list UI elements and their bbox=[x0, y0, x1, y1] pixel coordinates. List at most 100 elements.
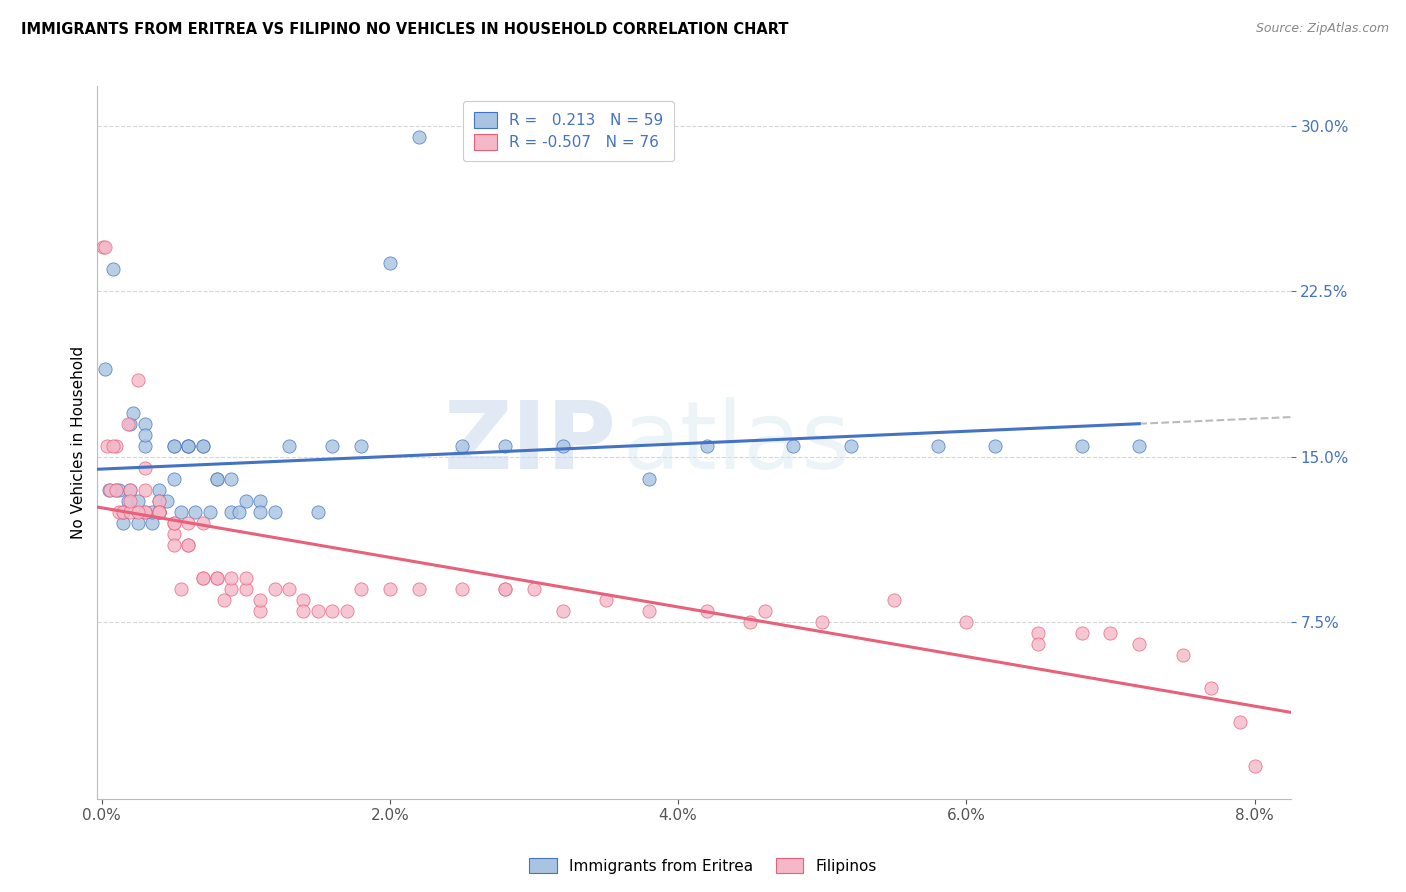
Point bbox=[134, 483, 156, 497]
Point bbox=[212, 593, 235, 607]
Point bbox=[1171, 648, 1194, 663]
Point bbox=[221, 571, 243, 585]
Point bbox=[221, 582, 243, 597]
Point bbox=[163, 516, 186, 530]
Point bbox=[350, 439, 373, 453]
Point bbox=[307, 604, 329, 618]
Point bbox=[148, 494, 170, 508]
Point bbox=[307, 505, 329, 519]
Point bbox=[120, 494, 142, 508]
Point bbox=[249, 593, 271, 607]
Point bbox=[120, 483, 142, 497]
Point bbox=[451, 582, 474, 597]
Point bbox=[127, 505, 149, 519]
Point bbox=[523, 582, 546, 597]
Point bbox=[120, 417, 142, 431]
Point bbox=[184, 505, 207, 519]
Point bbox=[108, 505, 131, 519]
Point bbox=[177, 516, 200, 530]
Point bbox=[163, 439, 186, 453]
Point bbox=[134, 427, 156, 442]
Point bbox=[839, 439, 862, 453]
Point bbox=[191, 439, 214, 453]
Point bbox=[883, 593, 905, 607]
Point bbox=[134, 505, 156, 519]
Point bbox=[754, 604, 776, 618]
Point bbox=[141, 516, 163, 530]
Point bbox=[177, 538, 200, 552]
Y-axis label: No Vehicles in Household: No Vehicles in Household bbox=[72, 346, 86, 539]
Point bbox=[221, 472, 243, 486]
Point bbox=[263, 505, 285, 519]
Point bbox=[378, 256, 401, 270]
Point bbox=[170, 582, 193, 597]
Point bbox=[205, 571, 228, 585]
Point bbox=[108, 483, 131, 497]
Point bbox=[148, 505, 170, 519]
Point bbox=[134, 505, 156, 519]
Point bbox=[292, 604, 315, 618]
Point bbox=[177, 538, 200, 552]
Point bbox=[191, 439, 214, 453]
Point bbox=[1070, 439, 1092, 453]
Point bbox=[1128, 637, 1150, 651]
Point bbox=[811, 615, 834, 630]
Point bbox=[336, 604, 359, 618]
Point bbox=[278, 439, 301, 453]
Point bbox=[148, 505, 170, 519]
Point bbox=[97, 483, 120, 497]
Point bbox=[141, 505, 163, 519]
Point bbox=[127, 494, 149, 508]
Point bbox=[1070, 626, 1092, 640]
Point bbox=[278, 582, 301, 597]
Point bbox=[1201, 681, 1223, 696]
Point bbox=[105, 483, 128, 497]
Point bbox=[98, 483, 121, 497]
Point bbox=[249, 505, 271, 519]
Point bbox=[96, 439, 118, 453]
Point bbox=[93, 240, 115, 254]
Point bbox=[177, 439, 200, 453]
Point bbox=[177, 439, 200, 453]
Point bbox=[408, 582, 430, 597]
Point bbox=[205, 472, 228, 486]
Point bbox=[191, 516, 214, 530]
Point bbox=[263, 582, 285, 597]
Point bbox=[1128, 439, 1150, 453]
Point bbox=[148, 505, 170, 519]
Point bbox=[103, 439, 125, 453]
Point bbox=[494, 582, 516, 597]
Point bbox=[249, 604, 271, 618]
Point bbox=[127, 516, 149, 530]
Point bbox=[198, 505, 221, 519]
Point bbox=[638, 604, 661, 618]
Point bbox=[191, 571, 214, 585]
Point bbox=[249, 494, 271, 508]
Text: IMMIGRANTS FROM ERITREA VS FILIPINO NO VEHICLES IN HOUSEHOLD CORRELATION CHART: IMMIGRANTS FROM ERITREA VS FILIPINO NO V… bbox=[21, 22, 789, 37]
Point bbox=[321, 604, 343, 618]
Point bbox=[1099, 626, 1122, 640]
Point bbox=[782, 439, 804, 453]
Point bbox=[551, 604, 574, 618]
Point bbox=[1028, 637, 1050, 651]
Point bbox=[163, 516, 186, 530]
Point bbox=[235, 571, 257, 585]
Point bbox=[134, 439, 156, 453]
Point bbox=[191, 571, 214, 585]
Point bbox=[122, 406, 145, 420]
Point bbox=[91, 240, 114, 254]
Point bbox=[292, 593, 315, 607]
Point bbox=[451, 439, 474, 453]
Point bbox=[408, 130, 430, 145]
Point bbox=[350, 582, 373, 597]
Point bbox=[235, 494, 257, 508]
Point bbox=[955, 615, 977, 630]
Point bbox=[163, 472, 186, 486]
Text: atlas: atlas bbox=[623, 397, 851, 489]
Text: Source: ZipAtlas.com: Source: ZipAtlas.com bbox=[1256, 22, 1389, 36]
Point bbox=[134, 461, 156, 475]
Point bbox=[595, 593, 617, 607]
Point bbox=[638, 472, 661, 486]
Point bbox=[235, 582, 257, 597]
Point bbox=[120, 505, 142, 519]
